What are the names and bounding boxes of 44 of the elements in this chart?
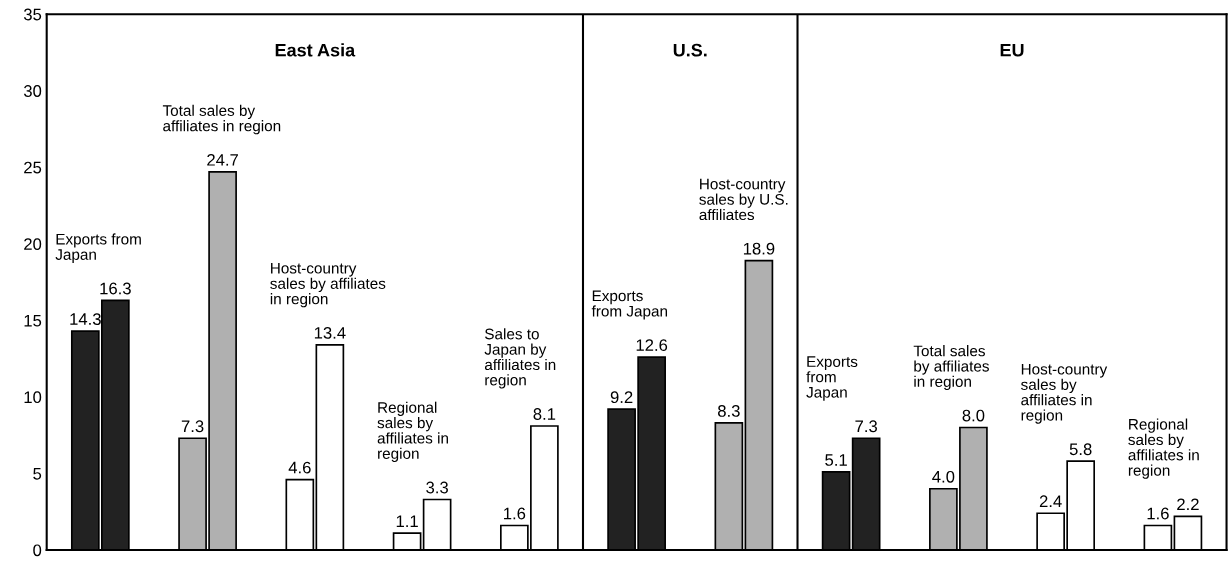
y-tick-label: 35 [23, 8, 42, 21]
data-label: 14.3 [70, 313, 101, 325]
y-tick-label: 5 [33, 468, 42, 480]
data-label: 4.6 [288, 461, 311, 474]
annotation: Exports from Japan [55, 233, 141, 263]
data-label: 9.2 [610, 391, 633, 404]
annotation: Exports from Japan [591, 290, 668, 320]
data-label: 13.4 [314, 326, 346, 339]
annotation: Total sales by affiliates in region [162, 104, 281, 135]
y-tick-label: 20 [24, 238, 42, 251]
y-tick-label: 10 [24, 391, 42, 404]
annotation: Regional sales by affiliates in region [377, 401, 448, 462]
annotation: Host-country sales by affiliates in region [270, 262, 386, 308]
y-tick-label: 15 [24, 314, 42, 327]
y-tick-label: 30 [23, 85, 42, 97]
data-label: 8.3 [718, 405, 740, 417]
data-label: 7.3 [855, 420, 878, 433]
data-label: 7.3 [181, 420, 204, 433]
data-label: 1.6 [1147, 507, 1169, 520]
data-label: 18.9 [743, 242, 775, 255]
data-label: 4.0 [932, 470, 955, 483]
data-label: 1.6 [504, 507, 526, 520]
y-tick-label: 0 [33, 544, 42, 557]
data-label: 12.6 [636, 339, 668, 352]
data-label: 1.1 [396, 515, 418, 527]
data-label: 8.0 [962, 409, 985, 422]
annotation: Exports from Japan [806, 356, 858, 401]
annotation: Host-country sales by U.S. affiliates [699, 178, 788, 221]
data-label: 16.3 [100, 282, 131, 295]
annotation: East Asia [275, 43, 356, 57]
annotation: U.S. [673, 43, 707, 57]
annotation: EU [1000, 43, 1024, 57]
annotation: Host-country sales by affiliates in region [1021, 363, 1108, 424]
data-label: 3.3 [426, 481, 448, 494]
data-label: 8.1 [533, 408, 556, 420]
data-label: 2.2 [1177, 498, 1199, 511]
data-label: 5.1 [825, 454, 847, 466]
data-label: 24.7 [207, 153, 238, 166]
data-label: 2.4 [1039, 495, 1062, 508]
annotation: Sales to Japan by affiliates in region [484, 328, 556, 389]
y-tick-label: 25 [24, 161, 42, 174]
annotation: Regional sales by affiliates in region [1128, 418, 1199, 479]
annotation: Total sales by affiliates in region [913, 345, 989, 391]
data-label: 5.8 [1069, 443, 1092, 456]
